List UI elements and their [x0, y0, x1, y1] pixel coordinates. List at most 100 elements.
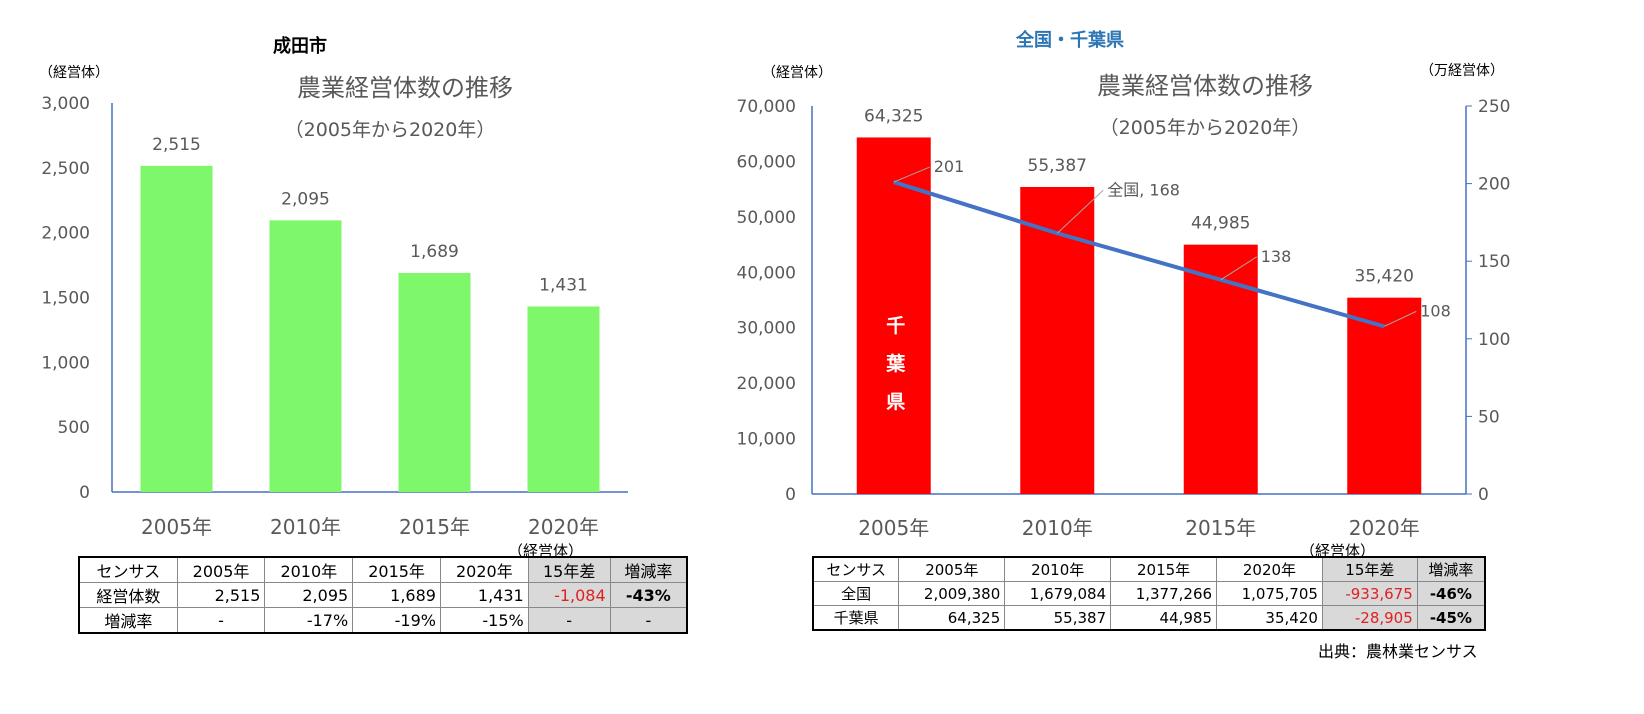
- line-label-leader: [1384, 310, 1417, 327]
- right-bar: [856, 137, 931, 494]
- table-cell: 2,009,380: [898, 581, 1006, 606]
- source-note: 出典：農林業センサス: [1318, 642, 1478, 661]
- line-label-leader: [1056, 189, 1104, 234]
- right-y-tick: 0: [785, 485, 796, 505]
- left-bar-label: 2,095: [281, 189, 330, 209]
- left-bar: [140, 165, 213, 492]
- right-y-tick: 10,000: [737, 430, 796, 450]
- table-cell: 44,985: [1110, 605, 1218, 631]
- table-cell: 全国: [812, 581, 900, 606]
- table-cell: -19%: [352, 607, 441, 634]
- right-bar: [1183, 244, 1258, 494]
- left-chart-title: 農業経営体数の推移: [297, 74, 513, 102]
- table-cell: 1,679,084: [1004, 581, 1112, 606]
- table-row: センサス 2005年 2010年 2015年 2020年 15年差 増減率: [812, 556, 1486, 582]
- left-bar-label: 1,431: [539, 275, 588, 295]
- right-x-tick: 2010年: [1022, 516, 1093, 540]
- table-cell: 64,325: [898, 605, 1006, 631]
- table-cell: 15年差: [527, 556, 611, 583]
- left-y-tick: 2,500: [41, 159, 90, 179]
- left-x-tick: 2005年: [141, 515, 212, 539]
- right-y-tick: 20,000: [737, 374, 796, 394]
- table-cell: -: [176, 607, 266, 634]
- left-bar-label: 1,689: [410, 242, 459, 262]
- right-y2-axis-label: （万経営体）: [1420, 63, 1504, 79]
- table-cell: 1,075,705: [1216, 581, 1323, 606]
- bar-series-label: 県: [886, 391, 905, 413]
- table-row: 全国 2,009,380 1,679,084 1,377,266 1,075,705 -9…: [812, 581, 1486, 606]
- left-y-tick: 2,000: [41, 224, 90, 244]
- right-x-tick: 2005年: [858, 516, 929, 540]
- table-row: 増減率 - -17% -19% -15% - -: [78, 607, 688, 634]
- line-label-leader: [1220, 256, 1258, 281]
- right-y2-tick: 0: [1478, 485, 1489, 505]
- left-heading: 成田市: [273, 35, 327, 57]
- left-y-tick: 0: [79, 483, 90, 503]
- table-cell: 2010年: [264, 556, 354, 583]
- table-cell: 1,689: [352, 582, 441, 608]
- table-row: 千葉県 64,325 55,387 44,985 35,420 -28,905 -45%: [812, 605, 1486, 631]
- table-cell: 増減率: [1416, 556, 1486, 582]
- line-data-label: 201: [934, 157, 965, 176]
- table-cell: センサス: [812, 556, 900, 582]
- table-cell: 2015年: [352, 556, 441, 583]
- table-cell: 増減率: [609, 556, 688, 583]
- left-table-unit: （経営体）: [508, 542, 584, 560]
- left-bar-label: 2,515: [152, 135, 201, 155]
- right-y2-tick: 150: [1478, 252, 1510, 272]
- left-x-tick: 2010年: [270, 515, 341, 539]
- right-y-tick: 70,000: [737, 97, 796, 117]
- table-cell: 2010年: [1004, 556, 1112, 582]
- left-bar: [398, 272, 471, 492]
- left-y-tick: 1,500: [41, 289, 90, 309]
- line-data-label: 138: [1261, 247, 1292, 266]
- table-cell: -46%: [1416, 581, 1486, 606]
- right-bar-label: 44,985: [1191, 214, 1250, 234]
- left-bar: [269, 220, 342, 492]
- table-row: 経営体数 2,515 2,095 1,689 1,431 -1,084 -43%: [78, 582, 688, 608]
- right-y2-tick: 50: [1478, 407, 1500, 427]
- line-label-leader: [893, 166, 930, 183]
- left-x-tick: 2015年: [399, 515, 470, 539]
- table-cell: -17%: [264, 607, 354, 634]
- left-y-axis-label: （経営体）: [39, 65, 109, 81]
- bar-series-label: 葉: [885, 353, 906, 375]
- table-cell: 1,431: [439, 582, 529, 608]
- right-y2-tick: 200: [1478, 175, 1510, 195]
- right-bar: [1020, 186, 1095, 494]
- table-cell: -: [527, 607, 611, 634]
- left-x-tick: 2020年: [528, 515, 599, 539]
- right-chart-subtitle: （2005年から2020年）: [1100, 117, 1311, 139]
- table-cell: 2,515: [176, 582, 266, 608]
- table-cell: 2020年: [1216, 556, 1323, 582]
- table-cell: -933,675: [1321, 581, 1418, 606]
- right-y2-tick: 100: [1478, 330, 1510, 350]
- table-cell: -15%: [439, 607, 529, 634]
- right-bar: [1347, 297, 1422, 494]
- table-cell: 2020年: [439, 556, 529, 583]
- left-y-tick: 1,000: [41, 353, 90, 373]
- right-data-table: センサス 2005年 2010年 2015年 2020年 15年差 増減率 全国 2,009,3…: [812, 556, 1486, 631]
- table-cell: 2,095: [264, 582, 354, 608]
- right-x-tick: 2015年: [1185, 516, 1256, 540]
- table-cell: -43%: [609, 582, 688, 608]
- right-heading: 全国・千葉県: [1015, 29, 1124, 51]
- table-cell: 55,387: [1004, 605, 1112, 631]
- table-cell: センサス: [78, 556, 178, 583]
- table-cell: 15年差: [1321, 556, 1418, 582]
- left-data-table: センサス 2005年 2010年 2015年 2020年 15年差 増減率 経営体数 2,515…: [78, 556, 688, 634]
- table-cell: 千葉県: [812, 605, 900, 631]
- table-cell: 増減率: [78, 607, 178, 634]
- line-series: [893, 180, 1385, 329]
- left-bar: [527, 306, 600, 492]
- right-bar-label: 64,325: [864, 106, 923, 126]
- right-bar-label: 35,420: [1355, 267, 1414, 287]
- right-y-tick: 50,000: [737, 208, 796, 228]
- table-cell: -1,084: [527, 582, 611, 608]
- right-y-tick: 30,000: [737, 319, 796, 339]
- table-cell: 2005年: [176, 556, 266, 583]
- right-x-tick: 2020年: [1349, 516, 1420, 540]
- left-y-tick: 3,000: [41, 94, 90, 114]
- table-cell: -: [609, 607, 688, 634]
